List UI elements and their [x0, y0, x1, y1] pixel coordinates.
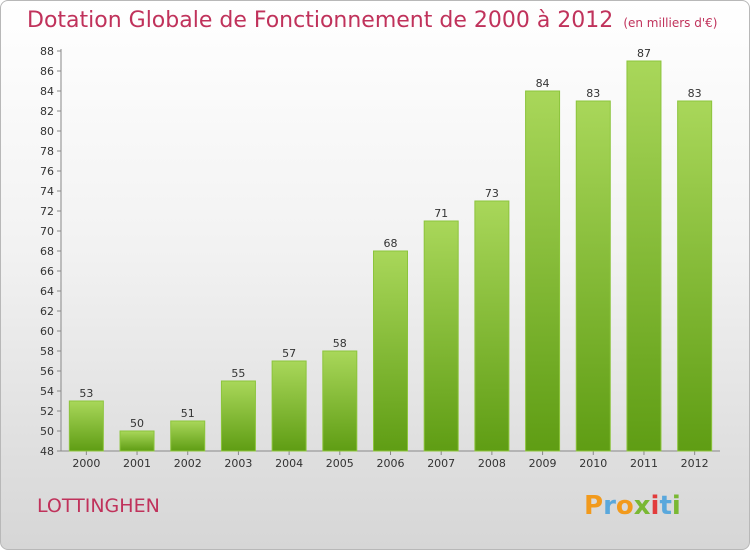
- bar-series: 53 50 51 55 57 58 68 71 73 84 83 87 83: [68, 47, 713, 452]
- commune-name: LOTTINGHEN: [37, 495, 160, 517]
- x-tick-label: 2001: [123, 457, 151, 470]
- y-tick-label: 58: [40, 345, 54, 358]
- x-tick-label: 2002: [174, 457, 202, 470]
- x-tick-label: 2006: [377, 457, 405, 470]
- bar-2005: [322, 350, 358, 452]
- bar-value-label: 50: [130, 417, 144, 430]
- y-tick-label: 72: [40, 205, 54, 218]
- bar-2002: [170, 420, 206, 452]
- bar-value-label: 84: [536, 77, 550, 90]
- bar-2009: [525, 90, 561, 452]
- bar-value-label: 53: [79, 387, 93, 400]
- chart-title-unit: (en milliers d'€): [623, 16, 718, 30]
- y-tick-label: 64: [40, 285, 54, 298]
- bar-2001: [119, 430, 155, 452]
- x-tick-label: 2011: [630, 457, 658, 470]
- logo-letter: x: [633, 491, 651, 521]
- bar-value-label: 57: [282, 347, 296, 360]
- y-tick-label: 62: [40, 305, 54, 318]
- proxiti-logo: Proxiti: [584, 491, 681, 521]
- x-tick-label: 2008: [478, 457, 506, 470]
- bar-value-label: 68: [384, 237, 398, 250]
- bar-value-label: 83: [586, 87, 600, 100]
- y-tick-label: 48: [40, 445, 54, 458]
- bar-2004: [271, 360, 307, 452]
- bar-2011: [626, 60, 662, 452]
- bar-value-label: 51: [181, 407, 195, 420]
- y-tick-label: 60: [40, 325, 54, 338]
- x-tick-label: 2000: [72, 457, 100, 470]
- logo-letter: t: [659, 491, 672, 521]
- y-tick-label: 54: [40, 385, 54, 398]
- bar-value-label: 58: [333, 337, 347, 350]
- bar-2008: [474, 200, 510, 452]
- y-tick-label: 82: [40, 105, 54, 118]
- y-tick-label: 50: [40, 425, 54, 438]
- y-tick-label: 84: [40, 85, 54, 98]
- bar-value-label: 71: [434, 207, 448, 220]
- x-tick-label: 2005: [326, 457, 354, 470]
- y-tick-label: 56: [40, 365, 54, 378]
- x-tick-label: 2010: [579, 457, 607, 470]
- y-tick-label: 88: [40, 45, 54, 58]
- x-tick-label: 2007: [427, 457, 455, 470]
- bar-2006: [373, 250, 408, 452]
- y-tick-label: 76: [40, 165, 54, 178]
- bar-2000: [68, 400, 104, 452]
- logo-letter: r: [603, 491, 616, 521]
- y-tick-label: 78: [40, 145, 54, 158]
- y-tick-label: 66: [40, 265, 54, 278]
- y-axis: 48 50 52 54 56 58 60 62 64 66 68 70 72 74 76 78 80 82 84 86…: [40, 45, 62, 458]
- y-tick-label: 74: [40, 185, 54, 198]
- bar-2007: [423, 220, 459, 452]
- y-tick-label: 52: [40, 405, 54, 418]
- bar-value-label: 55: [231, 367, 245, 380]
- bar-value-label: 87: [637, 47, 651, 60]
- y-tick-label: 68: [40, 245, 54, 258]
- bar-2010: [575, 100, 611, 452]
- y-tick-label: 80: [40, 125, 54, 138]
- bar-2003: [220, 380, 256, 452]
- bar-value-label: 73: [485, 187, 499, 200]
- x-tick-label: 2003: [224, 457, 252, 470]
- chart-title: Dotation Globale de Fonctionnement de 20…: [27, 8, 717, 33]
- x-tick-label: 2009: [529, 457, 557, 470]
- bar-2012: [677, 100, 713, 452]
- logo-letter: o: [615, 491, 634, 521]
- x-tick-label: 2004: [275, 457, 303, 470]
- bar-value-label: 83: [688, 87, 702, 100]
- x-axis: 2000 2001 2002 2003 2004 2005 2006 2007 2008 2009…: [61, 450, 720, 470]
- logo-letter: P: [584, 491, 604, 521]
- y-tick-label: 86: [40, 65, 54, 78]
- logo-letter: i: [650, 491, 660, 521]
- logo-letter: i: [671, 491, 681, 521]
- y-tick-label: 70: [40, 225, 54, 238]
- x-tick-label: 2012: [681, 457, 709, 470]
- chart-title-main: Dotation Globale de Fonctionnement de 20…: [27, 8, 614, 33]
